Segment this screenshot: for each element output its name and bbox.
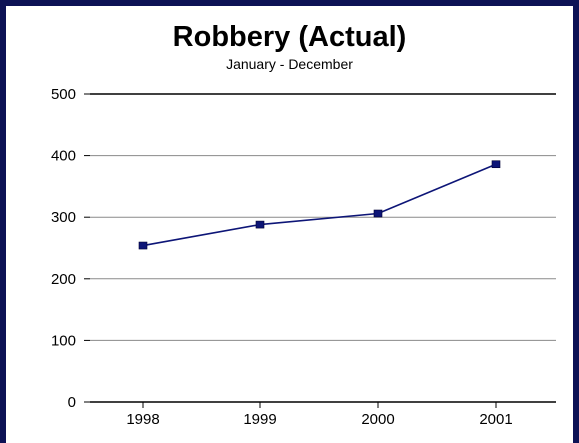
x-tick-label-1999: 1999 xyxy=(243,411,276,428)
y-tick-label-300: 300 xyxy=(51,209,76,226)
x-tick-label-2001: 2001 xyxy=(479,411,512,428)
series-line-0 xyxy=(142,163,497,247)
y-tick-label-400: 400 xyxy=(51,148,76,165)
chart-title: Robbery (Actual) xyxy=(172,21,407,53)
data-point-1998 xyxy=(138,241,148,250)
data-point-1999 xyxy=(255,220,265,229)
y-tick-label-0: 0 xyxy=(68,394,76,411)
y-tick-label-100: 100 xyxy=(51,332,76,349)
y-tick-label-200: 200 xyxy=(51,271,76,288)
y-tick-label-500: 500 xyxy=(51,86,76,103)
data-point-2000 xyxy=(373,209,383,218)
chart-subtitle: January - December xyxy=(226,56,353,72)
data-point-2001 xyxy=(491,160,501,169)
x-tick-label-2000: 2000 xyxy=(361,411,394,428)
x-tick-label-1998: 1998 xyxy=(126,411,159,428)
